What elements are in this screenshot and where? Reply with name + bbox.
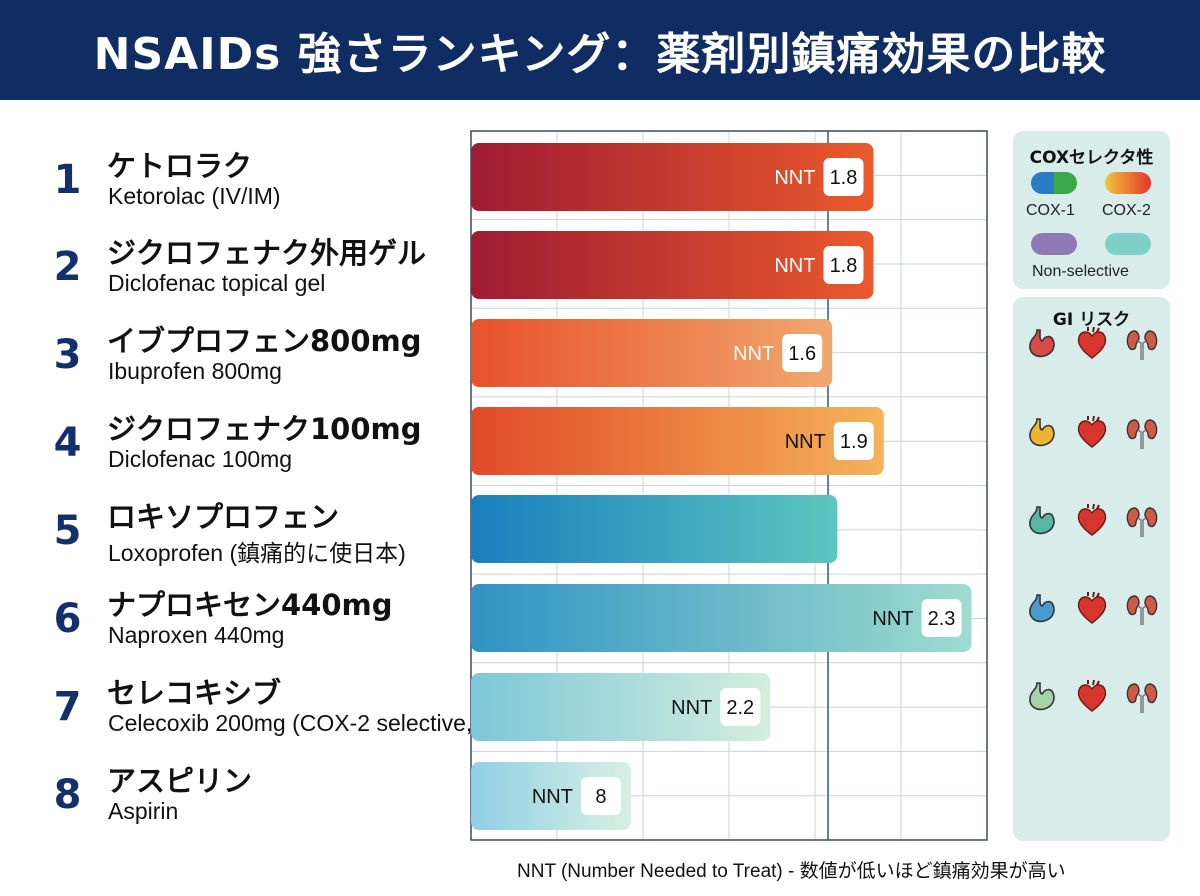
drug-name-ja: ロキソプロフェン <box>107 500 340 534</box>
nnt-bar <box>471 495 838 563</box>
ranking-row: 8 アスピリン Aspirin <box>0 758 470 838</box>
gi-risk-panel: GI リスク <box>1013 297 1170 841</box>
nnt-bar <box>471 143 874 211</box>
nnt-value-label: 1.8 <box>830 255 858 277</box>
drug-name-en: Ketorolac (IV/IM) <box>108 183 281 209</box>
ranking-row: 3 イブプロフェン800mg Ibuprofen 800mg <box>0 318 470 398</box>
footnote: NNT (Number Needed to Treat) - 数値が低いほど鎮痛… <box>517 861 1066 882</box>
nnt-value-label: 2.2 <box>726 697 754 719</box>
nnt-prefix-label: NNT <box>774 255 815 277</box>
nnt-bar <box>471 319 833 387</box>
rank-number: 4 <box>53 420 82 466</box>
drug-name-ja: イブプロフェン800mg <box>107 324 422 358</box>
nnt-prefix-label: NNT <box>671 697 712 719</box>
cox1-swatch <box>1031 172 1077 194</box>
rank-number: 6 <box>53 596 82 642</box>
stomach-icon <box>1025 504 1059 538</box>
drug-name-en: Diclofenac 100mg <box>108 446 293 472</box>
cox2-swatch <box>1105 172 1151 194</box>
drug-name-ja: ケトロラク <box>107 149 253 183</box>
heart-icon <box>1075 415 1109 450</box>
nonselective-swatch <box>1031 233 1077 255</box>
chart-frame <box>470 130 988 841</box>
nnt-value-label: 8 <box>595 786 606 808</box>
nnt-value-box <box>782 334 823 372</box>
rank-number: 2 <box>53 244 82 290</box>
heart-icon <box>1075 591 1109 626</box>
nnt-value-label: 1.9 <box>840 431 868 453</box>
stomach-icon <box>1025 680 1059 714</box>
nnt-prefix-label: NNT <box>532 786 573 808</box>
nnt-value-label: 2.3 <box>928 608 956 630</box>
selective-swatch <box>1105 233 1151 255</box>
ranking-row: 5 ロキソプロフェン Loxoprofen (鎮痛的に使日本) <box>0 494 470 574</box>
heart-icon <box>1075 503 1109 538</box>
ranking-row: 4 ジクロフェナク100mg Diclofenac 100mg <box>0 406 470 486</box>
heart-icon <box>1075 326 1109 361</box>
stomach-icon <box>1025 416 1059 450</box>
nnt-bar <box>471 407 884 475</box>
drug-name-en: Naproxen 440mg <box>108 622 285 648</box>
drug-name-ja: ジクロフェナク100mg <box>107 412 422 446</box>
stomach-icon <box>1025 327 1059 361</box>
rank-number: 7 <box>53 684 82 730</box>
drug-name-ja: ナプロキセン440mg <box>107 588 393 622</box>
nnt-bar <box>471 231 874 299</box>
heart-icon <box>1075 679 1109 714</box>
nnt-bar <box>471 673 771 741</box>
kidney-icon <box>1125 327 1159 361</box>
rank-number: 3 <box>53 332 82 378</box>
gi-risk-title: GI リスク <box>1052 310 1131 330</box>
rank-number: 5 <box>53 508 82 554</box>
page-title: NSAIDs 強さランキング：薬剤別鎮痛効果の比較 <box>0 0 1200 100</box>
nnt-value-box <box>823 158 864 196</box>
drug-name-ja: ジクロフェナク外用ゲル <box>107 236 427 270</box>
ranking-row: 2 ジクロフェナク外用ゲル Diclofenac topical gel <box>0 230 470 310</box>
nnt-bar-chart: NNT 1.8 NNT 1.8 NNT 1.6 NNT 1.9 NNT 2.3 NNT 2.2 NNT 8 <box>470 130 988 841</box>
cox-legend-title: COXセレクタ性 <box>1029 148 1154 168</box>
drug-name-en: Ibuprofen 800mg <box>108 358 282 384</box>
nnt-value-box <box>580 777 621 815</box>
drug-name-ja: アスピリン <box>107 764 253 798</box>
nnt-prefix-label: NNT <box>733 343 774 365</box>
kidney-icon <box>1125 592 1159 626</box>
kidney-icon <box>1125 416 1159 450</box>
nonselective-label: Non-selective <box>1032 263 1129 280</box>
ranking-row: 6 ナプロキセン440mg Naproxen 440mg <box>0 582 470 662</box>
nnt-prefix-label: NNT <box>785 431 826 453</box>
stomach-icon <box>1025 592 1059 626</box>
nnt-value-box <box>823 246 864 284</box>
nnt-prefix-label: NNT <box>872 608 913 630</box>
cox2-label: COX-2 <box>1102 202 1151 219</box>
rank-number: 8 <box>53 772 82 818</box>
nnt-value-label: 1.8 <box>830 167 858 189</box>
rank-number: 1 <box>53 157 82 203</box>
drug-name-en: Aspirin <box>108 798 179 824</box>
nnt-value-label: 1.6 <box>788 343 816 365</box>
drug-name-ja: セレコキシブ <box>107 676 282 710</box>
nnt-value-box <box>720 688 761 726</box>
nnt-value-box <box>833 422 874 460</box>
kidney-icon <box>1125 680 1159 714</box>
drug-name-en: Loxoprofen (鎮痛的に使日本) <box>108 540 406 566</box>
cox-legend-panel: COXセレクタ性 COX-1 COX-2 Non-selective <box>1013 131 1170 289</box>
nnt-prefix-label: NNT <box>774 167 815 189</box>
drug-name-en: Diclofenac topical gel <box>108 270 326 296</box>
cox1-label: COX-1 <box>1026 202 1075 219</box>
nnt-value-box <box>921 599 962 637</box>
nnt-bar <box>471 584 972 652</box>
kidney-icon <box>1125 504 1159 538</box>
ranking-row: 1 ケトロラク Ketorolac (IV/IM) <box>0 143 470 223</box>
